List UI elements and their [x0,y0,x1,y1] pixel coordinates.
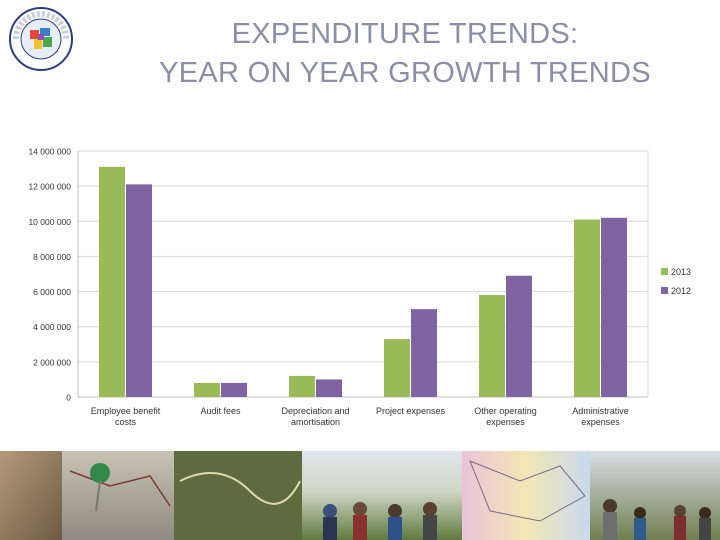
x-category-label: Depreciation and [281,406,349,416]
y-tick-label: 6 000 000 [33,287,71,297]
bar-2012-5 [601,217,627,397]
bar-2013-1 [194,382,220,397]
page-title-line-1: EXPENDITURE TRENDS: [231,18,579,50]
x-category-label: Project expenses [376,406,446,416]
bar-2012-0 [126,184,152,397]
y-tick-label: 8 000 000 [33,252,71,262]
x-category-label: Employee benefit [91,406,161,416]
bar-2012-3 [411,309,437,397]
bar-2012-4 [506,275,532,397]
chart-gridlines [77,150,649,398]
x-category-label: expenses [486,417,525,427]
bar-2013-5 [574,219,600,397]
legend-swatch-2012 [661,287,668,294]
x-category-label: Administrative [572,406,629,416]
chart-legend: 2013 2012 [661,267,691,296]
y-tick-label: 10 000 000 [28,217,71,227]
bar-2012-1 [221,382,247,397]
y-axis-tick-labels: 0 2 000 000 4 000 000 6 000 000 8 000 000 10 … [28,147,71,403]
y-tick-label: 0 [66,393,71,403]
x-category-label: Audit fees [200,406,241,416]
x-category-label: amortisation [291,417,340,427]
demarcation-board-logo-icon [9,7,73,71]
x-category-label: expenses [581,417,620,427]
y-tick-label: 14 000 000 [28,147,71,157]
y-tick-label: 4 000 000 [33,322,71,332]
legend-label: 2012 [671,286,691,296]
legend-label: 2013 [671,267,691,277]
legend-swatch-2013 [661,268,668,275]
bar-2012-2 [316,379,342,397]
x-category-label: costs [115,417,137,427]
bar-2013-2 [289,375,315,397]
y-tick-label: 2 000 000 [33,357,71,367]
page-title-line-2: YEAR ON YEAR GROWTH TRENDS [159,57,651,89]
bar-2013-4 [479,295,505,397]
photo-collage-strip [0,451,720,540]
expenditure-bar-chart: 0 2 000 000 4 000 000 6 000 000 8 000 000 10 … [28,147,691,428]
chart-bars [99,166,627,397]
bar-2013-0 [99,166,125,397]
bar-2013-3 [384,339,410,397]
x-category-label: Other operating [474,406,537,416]
y-tick-label: 12 000 000 [28,182,71,192]
